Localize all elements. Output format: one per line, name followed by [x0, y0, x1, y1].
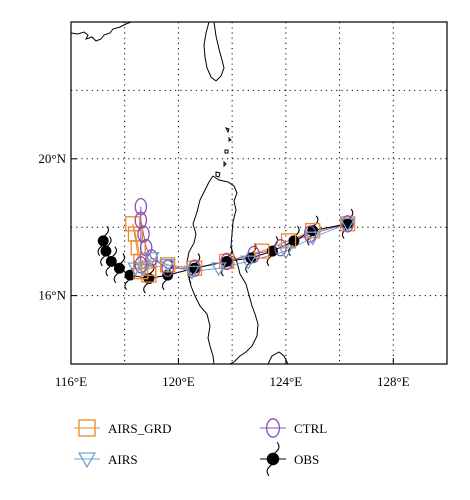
- track-point-airs: [183, 265, 200, 280]
- legend-label-obs: OBS: [294, 452, 319, 467]
- legend-marker-ellipse-icon: [260, 418, 286, 438]
- track-point-airs-grd: [125, 216, 141, 232]
- coastline-south: [267, 351, 289, 364]
- legend: AIRS_GRD CTRL AIRS OBS: [74, 418, 327, 477]
- track-point-airs-grd: [127, 226, 144, 242]
- coastline: [71, 22, 289, 364]
- track-point-airs-grd: [305, 222, 321, 239]
- legend-marker-square-icon: [74, 419, 100, 437]
- track-point-airs: [159, 258, 176, 274]
- track-point-ctrl: [137, 225, 150, 243]
- track-point-ctrl: [303, 225, 317, 243]
- legend-marker: [78, 419, 96, 437]
- track-point-airs: [135, 262, 152, 277]
- x-tick-label: 120°E: [162, 374, 195, 389]
- x-tick-label: 124°E: [270, 374, 303, 389]
- axis-ticks: 116°E 120°E 124°E 128°E 20°N 16°N: [38, 151, 409, 389]
- legend-item-ctrl: CTRL: [260, 418, 327, 438]
- track-point-airs: [240, 255, 257, 270]
- track-point-airs: [127, 262, 144, 277]
- track-point-obs: [105, 246, 118, 277]
- y-tick-label: 16°N: [38, 288, 66, 303]
- track-point-ctrl: [220, 252, 234, 271]
- legend-label-ctrl: CTRL: [294, 421, 327, 436]
- track-point-airs: [339, 217, 356, 233]
- track-point-ctrl: [247, 245, 260, 264]
- track-point-ctrl: [188, 259, 201, 277]
- track-point-obs: [188, 253, 201, 284]
- track-point-obs: [100, 236, 112, 267]
- track-point-ctrl: [274, 239, 287, 257]
- typhoon-tracks: [97, 197, 356, 294]
- track-point-airs-grd: [280, 233, 297, 249]
- legend-label-airs-grd: AIRS_GRD: [108, 421, 172, 436]
- legend-item-airs-grd: AIRS_GRD: [74, 419, 172, 437]
- gridlines: [71, 22, 447, 364]
- coastline-mainland: [71, 22, 132, 42]
- map-frame: [70, 21, 448, 365]
- track-point-airs-grd: [254, 243, 270, 259]
- track-point-obs: [113, 253, 126, 284]
- legend-marker: [265, 418, 281, 438]
- coastline-islands: [215, 127, 232, 178]
- x-tick-label: 128°E: [377, 374, 410, 389]
- track-point-airs: [210, 262, 227, 277]
- legend-marker: [77, 452, 97, 469]
- y-tick-label: 20°N: [38, 151, 66, 166]
- track-point-ctrl: [134, 211, 148, 230]
- track-point-ctrl: [134, 197, 148, 216]
- track-point-airs-grd: [141, 267, 157, 283]
- track-point-airs: [277, 245, 294, 260]
- track-point-airs: [143, 252, 160, 267]
- legend-marker-triangle-icon: [74, 452, 100, 469]
- legend-marker-typhoon-icon: [260, 441, 286, 477]
- legend-item-obs: OBS: [260, 441, 319, 477]
- legend-marker: [266, 441, 280, 477]
- track-point-obs: [221, 246, 233, 277]
- track-point-obs: [97, 225, 109, 256]
- x-tick-label: 116°E: [55, 374, 87, 389]
- track-point-airs-grd: [219, 253, 235, 270]
- legend-item-airs: AIRS: [74, 452, 138, 469]
- legend-label-airs: AIRS: [108, 452, 138, 467]
- track-point-airs: [304, 231, 321, 246]
- coastline-taiwan: [203, 22, 225, 82]
- track-point-ctrl: [134, 256, 148, 274]
